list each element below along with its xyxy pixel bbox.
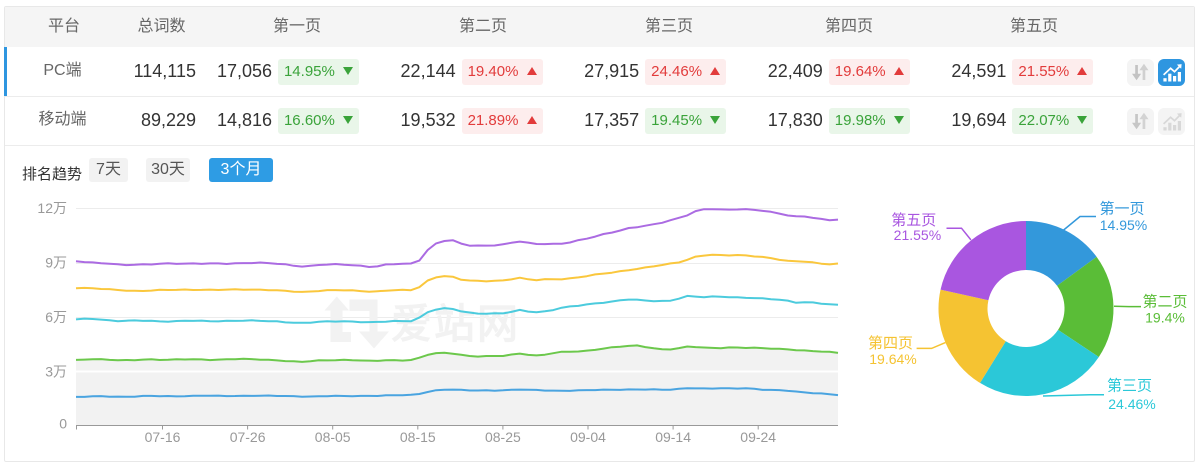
svg-text:19.4%: 19.4%: [1145, 309, 1185, 325]
svg-text:08-05: 08-05: [315, 429, 351, 445]
svg-text:21.55%: 21.55%: [894, 227, 941, 243]
svg-text:08-25: 08-25: [485, 429, 521, 445]
svg-text:07-16: 07-16: [145, 429, 181, 445]
svg-text:第四页: 第四页: [868, 334, 913, 352]
svg-text:24.46%: 24.46%: [1108, 396, 1155, 412]
svg-text:09-14: 09-14: [655, 429, 691, 445]
svg-text:19.64%: 19.64%: [869, 351, 916, 367]
svg-text:3万: 3万: [45, 364, 67, 380]
svg-text:9万: 9万: [45, 255, 67, 271]
svg-text:第一页: 第一页: [1099, 200, 1144, 218]
svg-text:07-26: 07-26: [230, 429, 266, 445]
svg-text:14.95%: 14.95%: [1100, 217, 1147, 233]
svg-text:09-24: 09-24: [740, 429, 776, 445]
svg-text:6万: 6万: [45, 309, 67, 325]
svg-text:09-04: 09-04: [570, 429, 606, 445]
svg-text:第三页: 第三页: [1107, 377, 1152, 395]
svg-text:08-15: 08-15: [400, 429, 436, 445]
svg-text:第二页: 第二页: [1142, 293, 1187, 311]
svg-text:12万: 12万: [37, 200, 67, 216]
svg-text:第五页: 第五页: [891, 211, 936, 229]
svg-text:0: 0: [59, 416, 67, 432]
svg-text:爱站网: 爱站网: [391, 301, 520, 347]
